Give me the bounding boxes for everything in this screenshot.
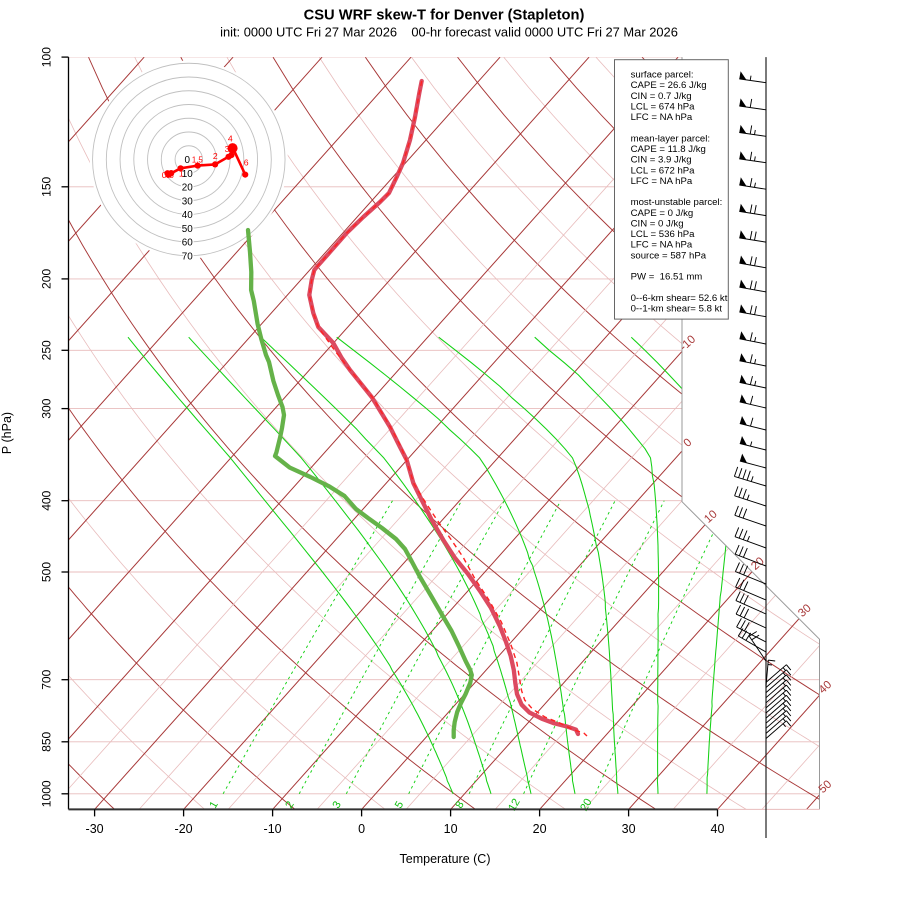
svg-text:-30: -30 <box>86 822 104 836</box>
svg-text:CAPE = 11.8 J/kg: CAPE = 11.8 J/kg <box>631 144 706 155</box>
svg-text:-20: -20 <box>175 822 193 836</box>
svg-text:mean-layer parcel:: mean-layer parcel: <box>631 133 710 144</box>
svg-text:LFC = NA hPa: LFC = NA hPa <box>631 176 693 187</box>
svg-text:20: 20 <box>182 183 193 194</box>
svg-text:0--6-km shear= 52.6 kt: 0--6-km shear= 52.6 kt <box>631 293 728 304</box>
svg-text:70: 70 <box>182 251 193 262</box>
svg-text:700: 700 <box>40 669 54 689</box>
svg-text:PW = 16.51 mm: PW = 16.51 mm <box>631 272 703 283</box>
svg-text:0: 0 <box>185 155 191 166</box>
svg-text:400: 400 <box>40 490 54 510</box>
svg-text:2: 2 <box>213 151 218 161</box>
svg-text:P (hPa): P (hPa) <box>0 412 14 454</box>
svg-text:60: 60 <box>182 238 193 249</box>
svg-text:300: 300 <box>40 398 54 418</box>
svg-text:surface parcel:: surface parcel: <box>631 70 694 81</box>
svg-text:40: 40 <box>182 210 193 221</box>
svg-text:1000: 1000 <box>40 780 54 807</box>
svg-text:Temperature (C): Temperature (C) <box>400 852 491 866</box>
svg-text:200: 200 <box>40 269 54 289</box>
svg-text:0: 0 <box>358 822 365 836</box>
svg-text:CSU WRF skew-T for Denver (Sta: CSU WRF skew-T for Denver (Stapleton) <box>304 8 585 24</box>
svg-text:3: 3 <box>225 144 230 154</box>
svg-text:1: 1 <box>179 169 184 179</box>
svg-text:LFC = NA hPa: LFC = NA hPa <box>631 112 693 123</box>
svg-text:250: 250 <box>40 340 54 360</box>
svg-text:50: 50 <box>182 224 193 235</box>
svg-text:CIN = 0.7 J/kg: CIN = 0.7 J/kg <box>631 91 692 102</box>
svg-text:4: 4 <box>228 134 233 144</box>
svg-text:500: 500 <box>40 562 54 582</box>
svg-text:6: 6 <box>244 158 249 168</box>
svg-text:150: 150 <box>40 176 54 196</box>
svg-text:30: 30 <box>182 196 193 207</box>
svg-text:LCL = 536 hPa: LCL = 536 hPa <box>631 229 696 240</box>
svg-text:10: 10 <box>444 822 458 836</box>
svg-text:1.5: 1.5 <box>192 156 204 165</box>
svg-text:0.5: 0.5 <box>162 170 174 180</box>
svg-text:30: 30 <box>622 822 636 836</box>
svg-text:CAPE = 0 J/kg: CAPE = 0 J/kg <box>631 208 694 219</box>
svg-text:850: 850 <box>40 731 54 751</box>
svg-text:40: 40 <box>711 822 725 836</box>
svg-text:CIN = 0 J/kg: CIN = 0 J/kg <box>631 218 684 229</box>
svg-text:0--1-km shear= 5.8 kt: 0--1-km shear= 5.8 kt <box>631 304 723 315</box>
svg-text:CIN = 3.9 J/kg: CIN = 3.9 J/kg <box>631 155 692 166</box>
svg-text:init: 0000 UTC Fri 27 Mar 2026: init: 0000 UTC Fri 27 Mar 2026 00-hr for… <box>220 25 678 40</box>
svg-text:source = 587 hPa: source = 587 hPa <box>631 250 707 261</box>
svg-text:LCL = 674 hPa: LCL = 674 hPa <box>631 102 696 113</box>
svg-text:most-unstable parcel:: most-unstable parcel: <box>631 197 723 208</box>
svg-text:CAPE = 26.6 J/kg: CAPE = 26.6 J/kg <box>631 80 707 91</box>
svg-text:LFC = NA hPa: LFC = NA hPa <box>631 240 693 251</box>
svg-text:20: 20 <box>533 822 547 836</box>
svg-text:100: 100 <box>40 47 54 67</box>
svg-text:-10: -10 <box>264 822 282 836</box>
svg-text:LCL = 672 hPa: LCL = 672 hPa <box>631 165 696 176</box>
